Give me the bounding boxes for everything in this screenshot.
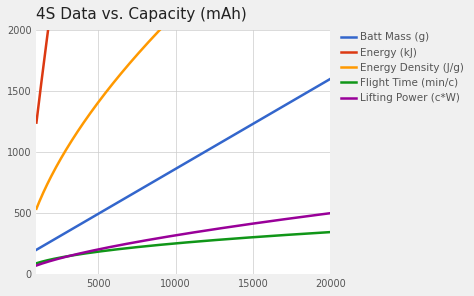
Lifting Power (c*W) (209, 228, 214, 231)
Flight Time (min/c) (300, 232, 306, 236)
Flight Time (min/c) (209, 239, 214, 242)
Legend: Batt Mass (g), Energy (kJ), Energy Density (J/g), Flight Time (min/c), Lifting P: Batt Mass (g), Energy (kJ), Energy Densi… (338, 30, 466, 105)
Lifting Power (c*W) (34, 264, 39, 267)
Lifting Power (c*W) (328, 211, 333, 215)
Lifting Power (c*W) (208, 228, 213, 231)
Lifting Power (c*W) (281, 218, 287, 221)
Energy (kJ) (34, 121, 39, 124)
Flight Time (min/c) (328, 230, 333, 234)
Flight Time (min/c) (34, 261, 39, 265)
Line: Energy (kJ): Energy (kJ) (36, 0, 330, 123)
Energy Density (J/g) (35, 205, 40, 208)
Line: Flight Time (min/c): Flight Time (min/c) (36, 232, 330, 263)
Flight Time (min/c) (213, 238, 219, 242)
Text: 4S Data vs. Capacity (mAh): 4S Data vs. Capacity (mAh) (36, 7, 247, 22)
Energy Density (J/g) (34, 207, 39, 210)
Flight Time (min/c) (281, 233, 287, 237)
Lifting Power (c*W) (300, 215, 306, 218)
Line: Lifting Power (c*W): Lifting Power (c*W) (36, 213, 330, 266)
Energy (kJ) (35, 113, 40, 116)
Line: Energy Density (J/g): Energy Density (J/g) (36, 0, 330, 209)
Lifting Power (c*W) (35, 263, 40, 267)
Flight Time (min/c) (208, 239, 213, 242)
Lifting Power (c*W) (213, 227, 219, 231)
Flight Time (min/c) (35, 261, 40, 265)
